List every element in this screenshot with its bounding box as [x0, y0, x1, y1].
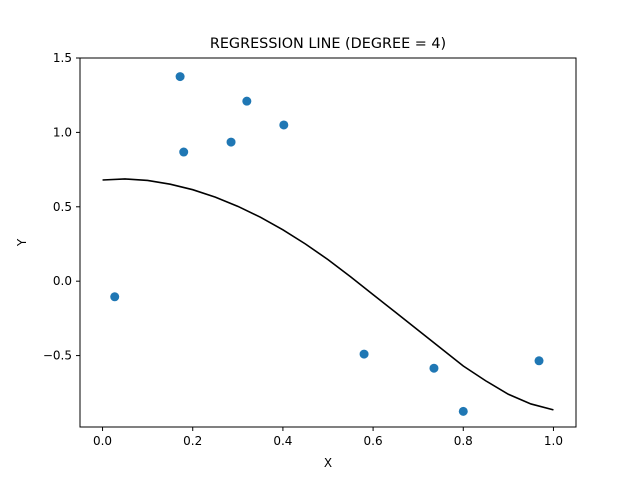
regression-line	[103, 179, 554, 410]
x-tick-label: 0.4	[273, 434, 292, 448]
y-axis: 1.5 1.0 0.5 0.0 −0.5	[43, 51, 80, 363]
plot-area	[103, 72, 554, 416]
x-axis-label: X	[324, 456, 332, 470]
y-tick-label: 1.0	[53, 125, 72, 139]
scatter-point-2	[179, 148, 188, 157]
y-axis-label: Y	[15, 238, 29, 247]
y-tick-label: 0.0	[53, 274, 72, 288]
scatter-point-7	[429, 364, 438, 373]
x-tick-label: 0.0	[93, 434, 112, 448]
scatter-point-0	[110, 292, 119, 301]
y-tick-label: 1.5	[53, 51, 72, 65]
x-tick-label: 0.6	[364, 434, 383, 448]
x-tick-label: 0.8	[454, 434, 473, 448]
y-tick-label: −0.5	[43, 349, 72, 363]
scatter-point-1	[176, 72, 185, 81]
scatter-point-9	[535, 356, 544, 365]
x-axis: 0.0 0.2 0.4 0.6 0.8 1.0	[93, 427, 563, 448]
scatter-point-8	[459, 407, 468, 416]
scatter-point-6	[360, 350, 369, 359]
scatter-point-5	[279, 120, 288, 129]
x-tick-label: 0.2	[183, 434, 202, 448]
chart-title: REGRESSION LINE (DEGREE = 4)	[210, 36, 446, 52]
y-tick-label: 0.5	[53, 200, 72, 214]
axes-frame	[80, 58, 576, 427]
scatter-point-4	[242, 97, 251, 106]
x-tick-label: 1.0	[544, 434, 563, 448]
scatter-point-3	[227, 138, 236, 147]
